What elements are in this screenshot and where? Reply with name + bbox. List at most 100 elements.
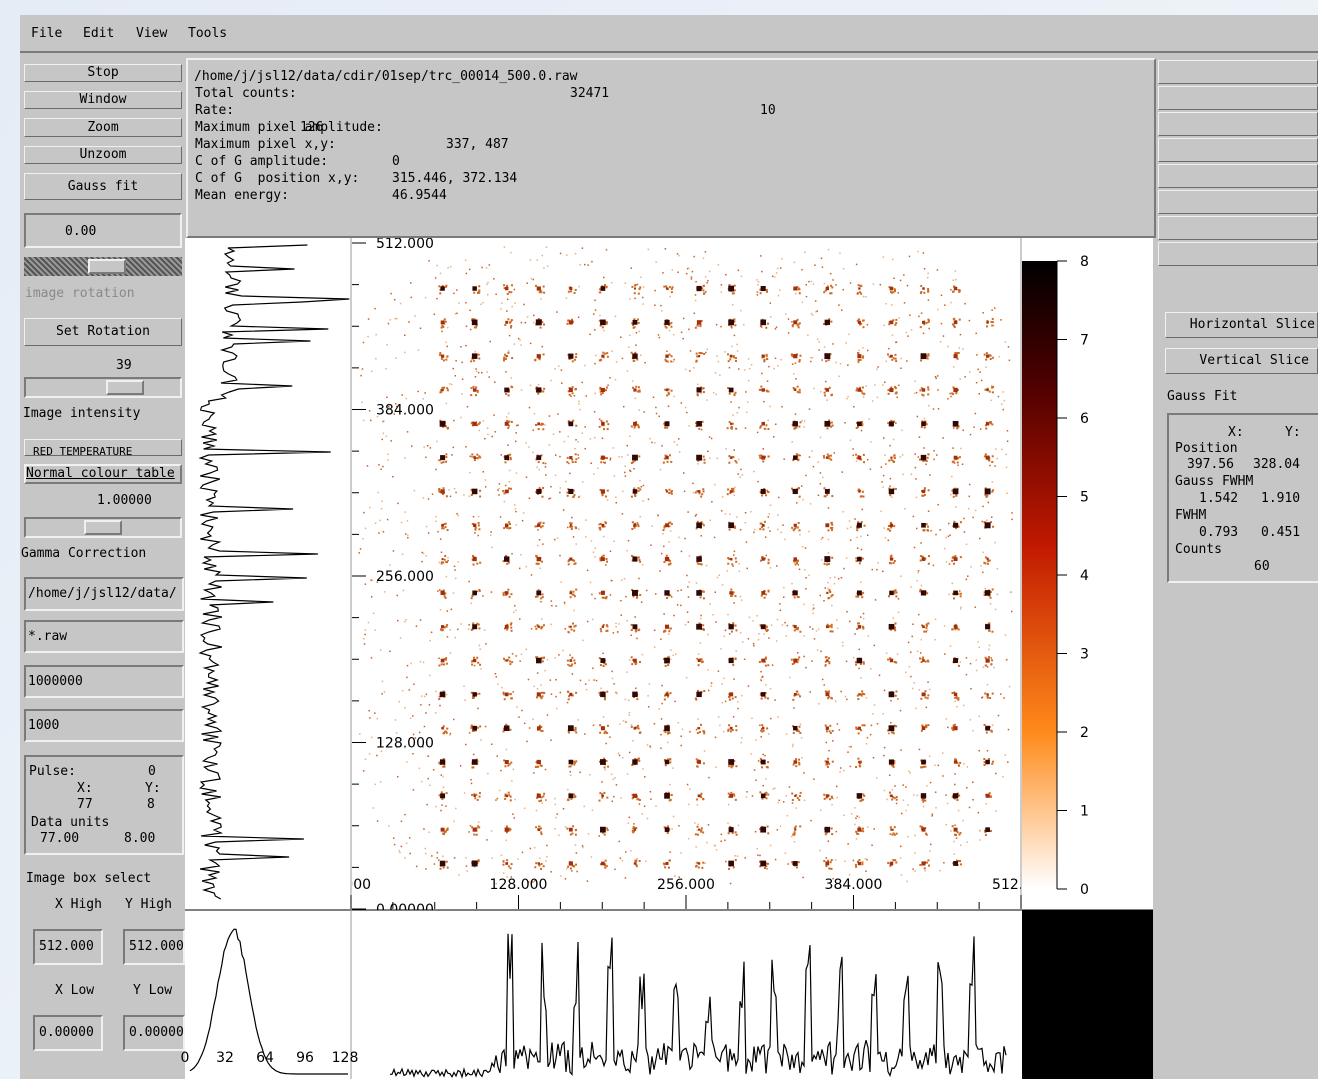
empty-button[interactable]: [1158, 138, 1318, 162]
spot: [767, 664, 769, 666]
speck: [571, 870, 573, 872]
x-low-field[interactable]: 0.00000: [33, 1015, 103, 1051]
x-high-field[interactable]: 512.000: [33, 929, 103, 965]
speck: [823, 684, 825, 686]
menu-item[interactable]: Edit: [83, 26, 114, 42]
spot: [631, 352, 633, 354]
speck: [734, 495, 736, 497]
spot-core: [730, 355, 733, 358]
button[interactable]: Stop: [24, 64, 182, 82]
speck: [796, 502, 798, 504]
spot-core: [858, 287, 860, 289]
speck: [539, 857, 541, 859]
spot-core: [505, 760, 509, 764]
spot: [701, 867, 703, 869]
colour-dropdown[interactable]: RED TEMPERATURE: [24, 439, 182, 456]
speck: [715, 394, 717, 396]
speck: [587, 570, 589, 572]
empty-button[interactable]: [1158, 216, 1318, 240]
y-low-field[interactable]: 0.00000: [123, 1015, 185, 1051]
speck: [612, 678, 614, 680]
button[interactable]: Horizontal Slice: [1165, 312, 1318, 338]
speck: [739, 477, 741, 479]
spot: [924, 766, 926, 768]
file-path: /home/j/jsl12/data/cdir/01sep/trc_00014_…: [194, 69, 578, 85]
empty-button[interactable]: [1158, 112, 1318, 136]
angle-field[interactable]: [24, 213, 182, 248]
spot: [599, 291, 601, 293]
speck: [772, 788, 774, 790]
empty-button[interactable]: [1158, 60, 1318, 84]
y-high-field[interactable]: 512.000: [123, 929, 185, 965]
spot: [572, 420, 574, 422]
intensity-slider[interactable]: [24, 377, 182, 398]
y-tick-label: 384.000: [376, 403, 434, 419]
spot-core: [537, 354, 541, 358]
speck: [449, 629, 451, 631]
spot: [439, 354, 441, 356]
spot: [986, 325, 988, 327]
spot: [638, 559, 640, 561]
speck: [474, 532, 476, 534]
spot: [637, 487, 639, 489]
spot: [920, 285, 922, 287]
speck: [787, 863, 789, 865]
speck: [545, 466, 547, 468]
speck: [794, 841, 796, 843]
spot: [825, 360, 827, 362]
spot: [443, 461, 445, 463]
speck: [573, 536, 575, 538]
speck: [424, 726, 426, 728]
speck: [572, 673, 574, 675]
speck: [982, 312, 984, 314]
button[interactable]: Set Rotation: [24, 318, 182, 346]
empty-button[interactable]: [1158, 242, 1318, 266]
speck: [964, 303, 966, 305]
spot: [599, 792, 601, 794]
spot-core: [986, 658, 990, 662]
spot: [766, 727, 768, 729]
button[interactable]: Zoom: [24, 118, 182, 137]
speck: [991, 516, 993, 518]
speck: [918, 570, 920, 572]
button[interactable]: Window: [24, 91, 182, 109]
spot: [861, 863, 863, 865]
spot-core: [601, 286, 606, 291]
menu-item[interactable]: File: [31, 26, 62, 42]
speck: [625, 851, 627, 853]
spot: [634, 495, 636, 497]
speck: [646, 590, 648, 592]
spot: [540, 831, 542, 833]
spot: [831, 557, 833, 559]
menu-item[interactable]: Tools: [188, 26, 227, 42]
menu-item[interactable]: View: [136, 26, 167, 42]
speck: [700, 393, 702, 395]
speck: [813, 778, 815, 780]
spot: [538, 461, 540, 463]
speck: [818, 703, 820, 705]
button[interactable]: Vertical Slice: [1165, 348, 1318, 374]
speck: [671, 828, 673, 830]
speck: [584, 426, 586, 428]
speck: [973, 426, 975, 428]
graphics: 0.000128.000256.000384.000512.0000.00000…: [181, 236, 1153, 1079]
speck: [610, 458, 612, 460]
speck: [840, 363, 842, 365]
button[interactable]: Unzoom: [24, 146, 182, 164]
speck: [954, 824, 956, 826]
speck: [983, 666, 985, 668]
spot: [478, 589, 480, 591]
button[interactable]: Gauss fit: [24, 173, 182, 200]
empty-button[interactable]: [1158, 86, 1318, 110]
empty-button[interactable]: [1158, 190, 1318, 214]
speck: [435, 521, 437, 523]
speck: [963, 763, 965, 765]
speck: [470, 825, 472, 827]
empty-button[interactable]: [1158, 164, 1318, 188]
speck: [397, 776, 399, 778]
spot: [951, 628, 953, 630]
spot-core: [601, 422, 605, 426]
speck: [720, 841, 722, 843]
spot-core: [664, 590, 669, 595]
speck: [545, 799, 547, 801]
